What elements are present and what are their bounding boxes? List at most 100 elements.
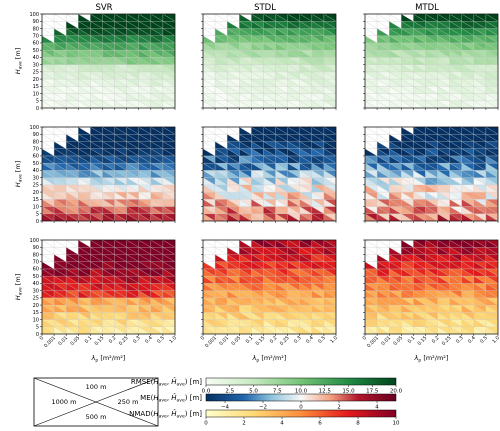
colorbar-tick-label: 8 <box>356 421 360 427</box>
x-axis-label: λp [m²/m²] <box>91 354 126 364</box>
colorbar-tick-label: 2 <box>337 405 341 411</box>
y-tick-label: 40 <box>33 281 39 287</box>
y-tick-label: 10 <box>33 91 39 97</box>
legend-box: 100 m 1000 m 250 m 500 m <box>33 377 159 427</box>
y-tick-label: 30 <box>33 175 39 181</box>
column-title-mtdl: MTDL <box>415 3 439 13</box>
y-axis-label: Have [m] <box>14 48 24 75</box>
panel-rmse-mtdl <box>363 13 499 110</box>
y-tick-label: 25 <box>33 183 39 189</box>
colorbar-tick-label: −4 <box>221 405 230 411</box>
y-tick-label: 5 <box>36 325 39 331</box>
colorbar-me <box>206 394 396 401</box>
panel-frame <box>41 239 176 335</box>
legend-right-label: 250 m <box>118 398 139 406</box>
panel-nmad-stdl: 00.001 0.01 0.05 0.1 0.15 0.2 0.25 0.3 0.4 0.5 1.0… <box>200 239 339 364</box>
colorbar-ticks: 0.0 2.5 5.0 7.5 10.0 12.5 15.0 17.5 20.0 −4 −2 0 2 4 0… <box>202 377 403 427</box>
column-title-svr: SVR <box>95 3 112 13</box>
y-tick-label: 50 <box>33 161 39 167</box>
colorbar-tick-label: 12.5 <box>319 389 332 395</box>
y-tick-label: 80 <box>33 26 39 32</box>
svg-text:RMSE(Have, Ĥave) [m]: RMSE(Have, Ĥave) [m] <box>131 377 202 388</box>
colorbar-tick-label: 2 <box>242 421 246 427</box>
y-tick-label: 50 <box>33 48 39 54</box>
panel-me-mtdl <box>363 126 499 223</box>
x-tick-label: 0.1 <box>407 335 417 345</box>
y-tick-label: 25 <box>33 70 39 76</box>
x-tick-label: 0.25 <box>118 335 130 347</box>
y-tick-label: 70 <box>33 259 39 265</box>
y-tick-label: 80 <box>33 139 39 145</box>
panel-me-stdl <box>201 126 337 223</box>
x-tick-label: 0.4 <box>467 335 477 345</box>
y-tick-label: 0 <box>36 106 39 112</box>
panel-nmad-mtdl: 00.001 0.01 0.05 0.1 0.15 0.2 0.25 0.3 0.4 0.5 1.0… <box>362 239 500 364</box>
x-tick-label: 0.001 <box>366 335 380 349</box>
x-tick-label: 0.3 <box>293 335 303 345</box>
x-tick-label: 0.01 <box>380 335 392 347</box>
panel-frame <box>364 13 499 109</box>
column-title-stdl: STDL <box>254 3 276 13</box>
x-tick-label: 1.0 <box>168 335 178 345</box>
y-tick-label: 40 <box>33 168 39 174</box>
panel-frame <box>202 239 337 335</box>
y-tick-label: 30 <box>33 288 39 294</box>
y-tick-label: 20 <box>33 190 39 196</box>
y-tick-label: 40 <box>33 55 39 61</box>
x-tick-label: 0.3 <box>132 335 142 345</box>
y-tick-label: 90 <box>33 132 39 138</box>
y-tick-label: 5 <box>36 99 39 105</box>
y-tick-label: 100 <box>29 125 39 131</box>
y-tick-label: 60 <box>33 154 39 160</box>
x-tick-label: 0.4 <box>305 335 315 345</box>
panel-frame <box>202 126 337 222</box>
panel-frame <box>202 13 337 109</box>
y-tick-label: 10 <box>33 204 39 210</box>
colorbar-rmse <box>206 378 396 385</box>
colorbar-tick-label: 0 <box>299 405 303 411</box>
x-tick-label: 0.2 <box>108 335 118 345</box>
x-tick-label: 0.01 <box>218 335 230 347</box>
y-tick-label: 5 <box>36 212 39 218</box>
legend-top-label: 100 m <box>86 383 107 391</box>
colorbar-tick-label: 15.0 <box>342 389 355 395</box>
colorbar-tick-label: 6 <box>318 421 322 427</box>
x-tick-label: 0.5 <box>317 335 327 345</box>
x-tick-label: 0.1 <box>245 335 255 345</box>
colorbar-tick-label: 4 <box>375 405 379 411</box>
y-tick-label: 20 <box>33 303 39 309</box>
colorbar-frame <box>205 393 397 402</box>
x-tick-label: 1.0 <box>329 335 339 345</box>
y-tick-label: 70 <box>33 33 39 39</box>
x-tick-label: 0.05 <box>69 335 81 347</box>
x-tick-label: 0.1 <box>84 335 94 345</box>
y-tick-label: 15 <box>33 310 39 316</box>
panel-frame <box>364 239 499 335</box>
y-tick-label: 100 <box>29 238 39 244</box>
panel-rmse-stdl <box>201 13 337 110</box>
panel-frame <box>364 126 499 222</box>
x-tick-label: 0 <box>200 335 206 341</box>
x-tick-label: 0.25 <box>279 335 291 347</box>
x-tick-label: 0.5 <box>479 335 489 345</box>
svg-text:NMAD(Have, Ĥave) [m]: NMAD(Have, Ĥave) [m] <box>129 409 202 420</box>
y-tick-label: 50 <box>33 274 39 280</box>
x-axis-label: λp [m²/m²] <box>252 354 287 364</box>
colorbar-frame <box>205 377 397 386</box>
colorbar-tick-label: 7.5 <box>273 389 282 395</box>
colorbar-frame <box>205 409 397 418</box>
x-tick-label: 0.001 <box>204 335 218 349</box>
x-tick-label: 0.05 <box>230 335 242 347</box>
colorbar-tick-label: 20.0 <box>390 389 403 395</box>
y-tick-label: 20 <box>33 77 39 83</box>
x-tick-label: 0.01 <box>57 335 69 347</box>
x-tick-label: 1.0 <box>491 335 500 345</box>
colorbar-nmad <box>206 410 396 417</box>
y-tick-label: 0 <box>36 332 39 338</box>
y-tick-label: 15 <box>33 197 39 203</box>
y-tick-label: 0 <box>36 219 39 225</box>
x-tick-label: 0 <box>362 335 368 341</box>
